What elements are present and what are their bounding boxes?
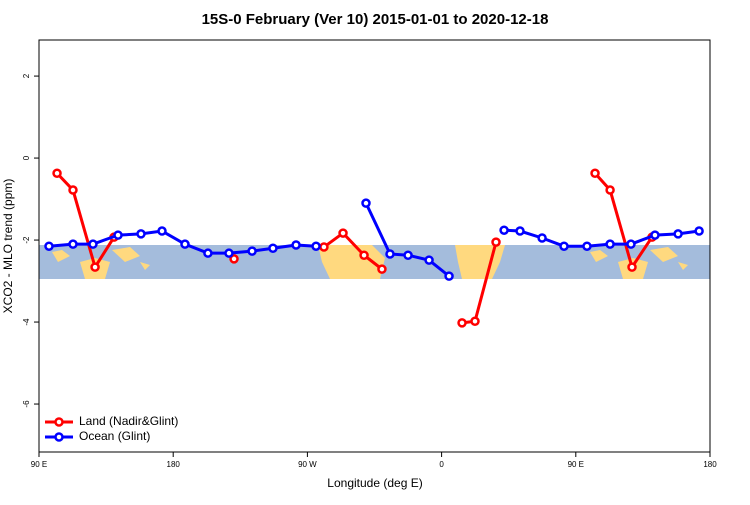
- point: [403, 250, 413, 260]
- point: [673, 229, 683, 239]
- point: [444, 271, 454, 281]
- x-axis-label: Longitude (deg E): [327, 476, 422, 490]
- point: [424, 255, 434, 265]
- x-tick-label: 180: [167, 460, 181, 469]
- point: [136, 229, 146, 239]
- point: [52, 168, 62, 178]
- point: [113, 230, 123, 240]
- point: [605, 185, 615, 195]
- point: [157, 226, 167, 236]
- legend-marker: [54, 432, 64, 442]
- point: [515, 226, 525, 236]
- point: [377, 264, 387, 274]
- point: [694, 226, 704, 236]
- x-tick-label: 180: [703, 460, 717, 469]
- point: [319, 242, 329, 252]
- point: [44, 241, 54, 251]
- y-tick-label: -4: [22, 318, 31, 326]
- point: [627, 262, 637, 272]
- point: [338, 228, 348, 238]
- point: [88, 239, 98, 249]
- land-area: [590, 247, 688, 279]
- y-tick-label: -6: [22, 400, 31, 408]
- point: [68, 185, 78, 195]
- y-tick-label: -2: [22, 236, 31, 244]
- chart-title: 15S-0 February (Ver 10) 2015-01-01 to 20…: [202, 11, 549, 28]
- point: [224, 248, 234, 258]
- point: [457, 318, 467, 328]
- point: [68, 239, 78, 249]
- point: [605, 239, 615, 249]
- x-tick-label: 90 E: [31, 460, 47, 469]
- point: [229, 254, 239, 264]
- point: [499, 225, 509, 235]
- point: [180, 239, 190, 249]
- point: [291, 240, 301, 250]
- legend-marker: [54, 417, 64, 427]
- point: [385, 249, 395, 259]
- point: [590, 168, 600, 178]
- y-tick-label: 2: [22, 73, 31, 78]
- point: [247, 246, 257, 256]
- point: [203, 248, 213, 258]
- legend-label: Ocean (Glint): [79, 429, 150, 443]
- point: [582, 241, 592, 251]
- point: [361, 198, 371, 208]
- point: [537, 233, 547, 243]
- point: [268, 243, 278, 254]
- x-tick-label: 0: [439, 460, 444, 469]
- point: [626, 239, 636, 249]
- point: [90, 262, 100, 272]
- legend-label: Land (Nadir&Glint): [79, 414, 178, 428]
- point: [470, 316, 480, 326]
- y-tick-label: 0: [22, 155, 31, 160]
- land-area: [52, 247, 150, 279]
- point: [559, 241, 569, 251]
- x-tick-label: 90 E: [568, 460, 584, 469]
- plot-frame: [38, 39, 711, 453]
- y-axis-label: XCO2 - MLO trend (ppm): [1, 179, 15, 314]
- point: [311, 241, 321, 251]
- x-tick-label: 90 W: [298, 460, 317, 469]
- series-line: [55, 172, 654, 325]
- point: [491, 237, 501, 247]
- point: [650, 230, 660, 240]
- point: [359, 250, 369, 260]
